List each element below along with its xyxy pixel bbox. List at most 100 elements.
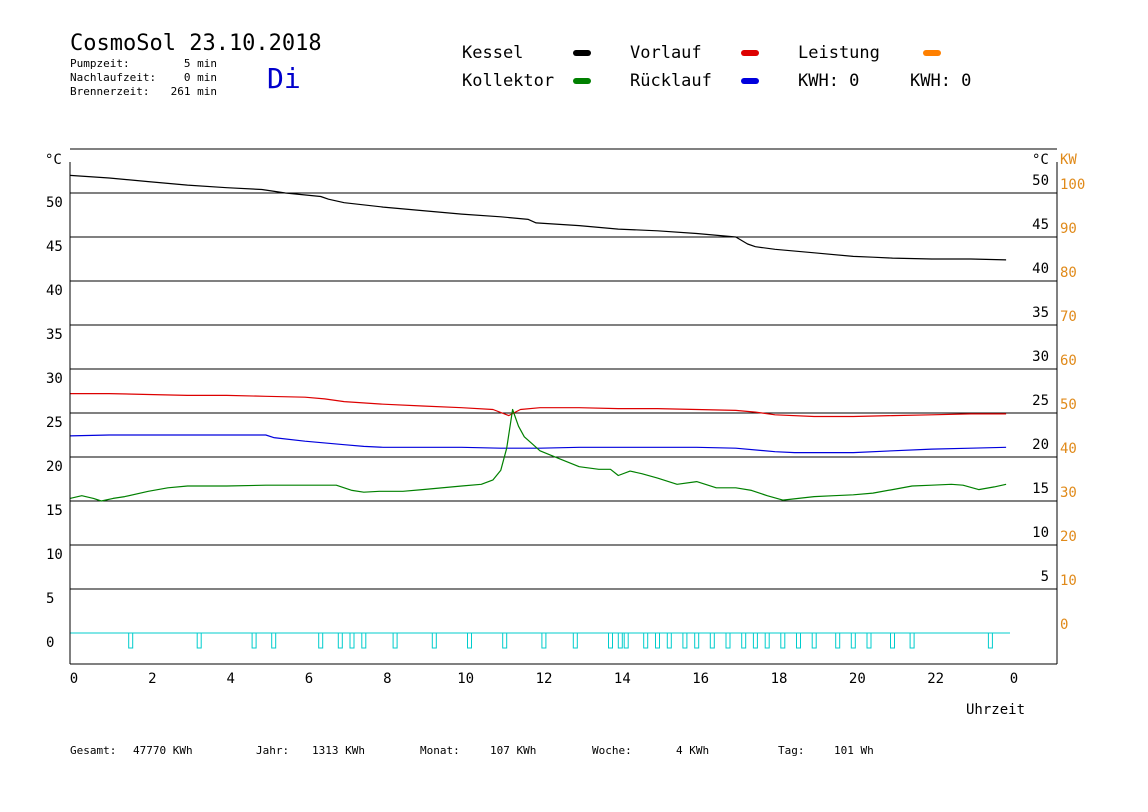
- pump-pulse: [196, 632, 202, 649]
- y-tick-right: 15: [1032, 481, 1049, 497]
- pump-pulse: [617, 632, 623, 649]
- footer-jahr-label: Jahr:: [256, 744, 289, 757]
- pump-pulse: [741, 632, 747, 649]
- page-title: CosmoSol 23.10.2018: [70, 31, 322, 56]
- axes-frame: [69, 162, 1058, 665]
- y-tick-right: 25: [1032, 393, 1049, 409]
- y-tick-kw: 80: [1060, 265, 1077, 281]
- legend-label-kollektor: Kollektor: [462, 71, 554, 91]
- y-tick-kw: 20: [1060, 529, 1077, 545]
- pump-pulse: [709, 632, 715, 649]
- pump-pulse: [796, 632, 801, 649]
- x-tick: 8: [383, 671, 391, 687]
- series-line-kessel: [69, 174, 1007, 261]
- pump-pulse: [318, 632, 324, 649]
- kwh-orange-label: KWH: 0: [798, 71, 859, 91]
- y-tick-left: 10: [46, 547, 63, 563]
- pump-pulse: [349, 632, 355, 649]
- footer-gesamt-label: Gesamt:: [70, 744, 116, 757]
- y-tick-kw: 30: [1060, 485, 1077, 501]
- legend-label-vorlauf: Vorlauf: [630, 43, 702, 63]
- y-tick-right: 40: [1032, 261, 1049, 277]
- y-tick-kw: 100: [1060, 177, 1085, 193]
- footer-monat-label: Monat:: [420, 744, 460, 757]
- pump-pulse: [752, 632, 758, 649]
- y-tick-left: 15: [46, 503, 63, 519]
- x-tick: 2: [148, 671, 156, 687]
- y-tick-right: 20: [1032, 437, 1049, 453]
- footer-tag-value: 101 Wh: [834, 744, 874, 757]
- footer-gesamt-value: 47770 KWh: [133, 744, 193, 757]
- pump-pulse: [694, 632, 700, 649]
- legend: Kessel Vorlauf Leistung Kollektor Rückla…: [462, 43, 971, 91]
- legend-label-ruecklauf: Rücklauf: [630, 71, 712, 91]
- y-tick-left: 30: [46, 371, 63, 387]
- y-axis-label-kw: KW: [1060, 152, 1077, 168]
- y-tick-kw: 90: [1060, 221, 1077, 237]
- y-tick-kw: 0: [1060, 617, 1068, 633]
- pump-pulse: [392, 632, 398, 649]
- pump-pulse: [431, 632, 437, 649]
- pump-pulse: [467, 632, 472, 649]
- stats-block: Pumpzeit: 5 min Nachlaufzeit: 0 min Bren…: [70, 57, 217, 98]
- grid-layer: [70, 148, 1057, 590]
- y-tick-right: 10: [1032, 525, 1049, 541]
- y-tick-kw: 70: [1060, 309, 1077, 325]
- y-tick-left: 5: [46, 591, 54, 607]
- stat-brennerzeit-value: 261 min: [171, 85, 217, 98]
- pump-pulse: [251, 632, 257, 649]
- pump-pulse: [909, 632, 915, 649]
- pump-pulse: [811, 632, 817, 649]
- stat-pumpzeit-value: 5 min: [184, 57, 217, 70]
- x-tick: 10: [457, 671, 474, 687]
- legend-label-leistung: Leistung: [798, 43, 880, 63]
- x-tick: 0: [70, 671, 78, 687]
- pump-pulse: [866, 632, 872, 649]
- legend-label-kessel: Kessel: [462, 43, 523, 63]
- pump-pulse: [835, 632, 841, 649]
- pump-pulse: [623, 632, 629, 649]
- y-tick-left: 45: [46, 239, 63, 255]
- pump-pulse: [890, 632, 895, 649]
- pump-pulse: [764, 632, 770, 649]
- y-tick-kw: 40: [1060, 441, 1077, 457]
- series-layer: [69, 174, 1010, 649]
- x-tick: 0: [1010, 671, 1018, 687]
- pump-pulse: [271, 632, 277, 649]
- x-tick: 6: [305, 671, 313, 687]
- stat-nachlaufzeit-value: 0 min: [184, 71, 217, 84]
- footer-tag-label: Tag:: [778, 744, 805, 757]
- footer-jahr-value: 1313 KWh: [312, 744, 365, 757]
- footer-woche-value: 4 KWh: [676, 744, 709, 757]
- pump-pulse: [682, 632, 688, 649]
- x-axis-label: Uhrzeit: [966, 702, 1025, 718]
- x-tick: 4: [226, 671, 234, 687]
- x-tick: 22: [927, 671, 944, 687]
- footer-totals: Gesamt: 47770 KWh Jahr: 1313 KWh Monat: …: [70, 744, 874, 757]
- weekday-label: Di: [267, 62, 301, 95]
- y-axis-label-left: °C: [45, 152, 62, 168]
- y-tick-kw: 50: [1060, 397, 1077, 413]
- series-line-rcklauf: [69, 434, 1007, 454]
- pump-pulse: [361, 632, 367, 649]
- x-tick: 14: [614, 671, 631, 687]
- y-tick-left: 40: [46, 283, 63, 299]
- y-tick-left: 25: [46, 415, 63, 431]
- series-line-kollektor: [69, 408, 1007, 502]
- y-tick-right: 5: [1041, 569, 1049, 585]
- pump-pulse: [502, 632, 508, 649]
- y-axis-label-right: °C: [1032, 152, 1049, 168]
- y-tick-left: 50: [46, 195, 63, 211]
- pump-pulse: [572, 632, 578, 649]
- stat-pumpzeit-label: Pumpzeit:: [70, 57, 130, 70]
- pump-pulse: [337, 632, 343, 649]
- y-tick-right: 50: [1032, 173, 1049, 189]
- y-tick-left: 20: [46, 459, 63, 475]
- x-tick: 16: [692, 671, 709, 687]
- x-tick: 20: [849, 671, 866, 687]
- y-tick-right: 35: [1032, 305, 1049, 321]
- pump-pulse: [608, 632, 613, 649]
- x-tick: 18: [771, 671, 788, 687]
- pump-pulse: [725, 632, 731, 649]
